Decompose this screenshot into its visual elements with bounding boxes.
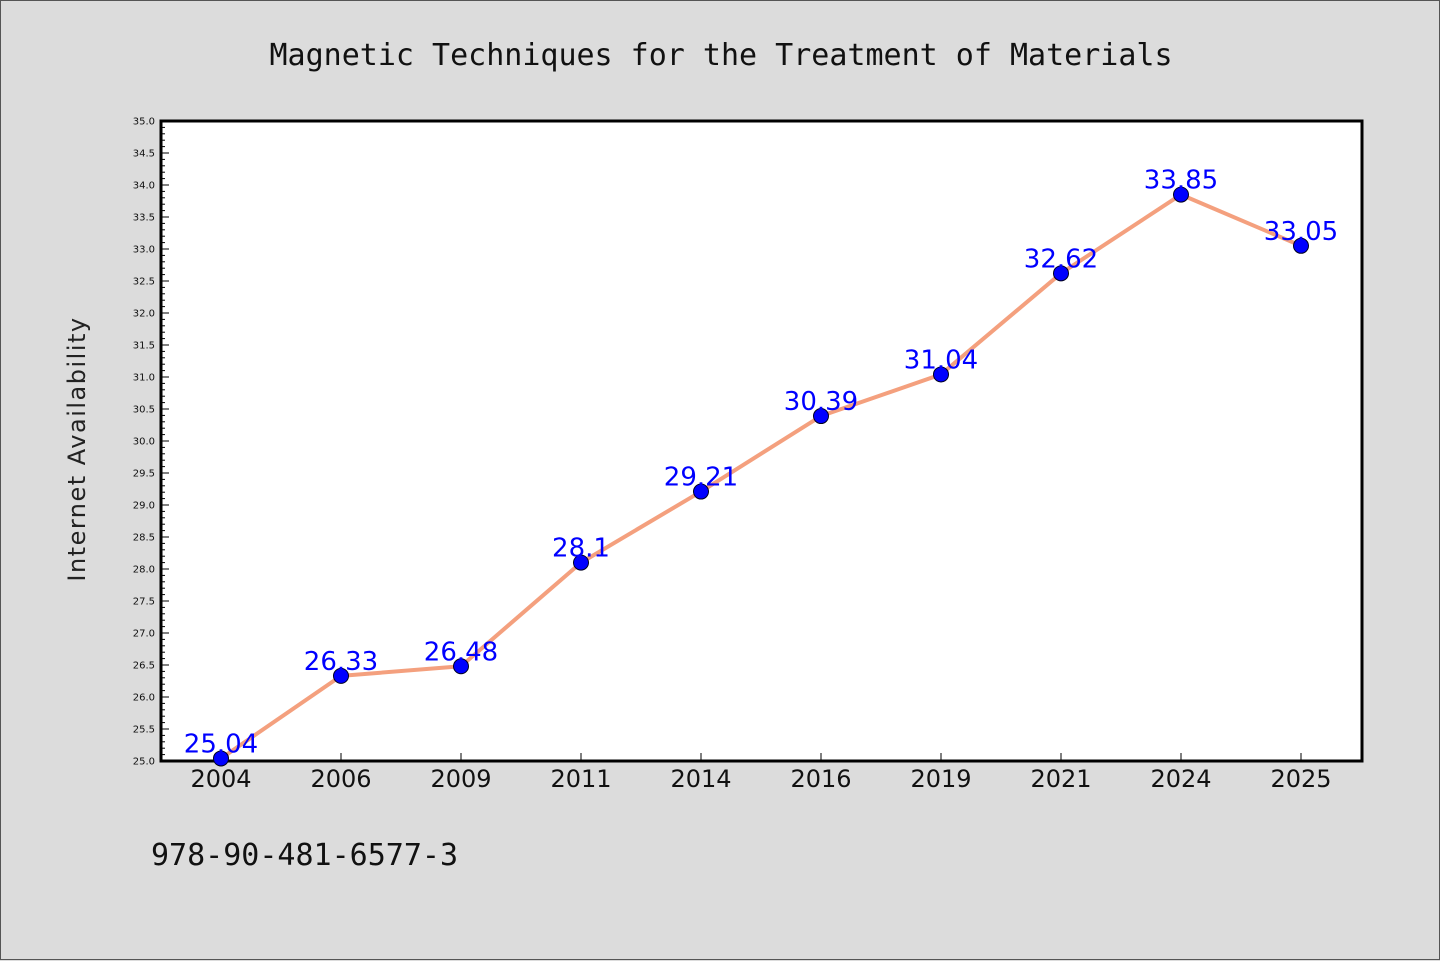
y-tick-label: 32.5 <box>133 277 155 288</box>
y-tick-label: 31.0 <box>133 373 155 384</box>
y-tick-label: 28.0 <box>133 565 155 576</box>
x-tick-label: 2021 <box>1030 765 1091 793</box>
data-label: 26.33 <box>304 647 378 677</box>
x-axis-ticks: 2004 2006 2009 2011 2014 2016 2019 2021 2024 2025 <box>190 753 1332 793</box>
data-point <box>1053 265 1069 282</box>
series-layer: 25.04 26.33 26.48 28.1 29.21 30.39 31.04 32.62 3… <box>184 166 1338 767</box>
x-tick-label: 2009 <box>430 765 491 793</box>
data-point <box>333 667 349 684</box>
data-label: 32.62 <box>1024 244 1098 274</box>
annotation-isbn: 978-90-481-6577-3 <box>151 838 458 873</box>
data-point <box>1173 186 1189 203</box>
data-point <box>933 366 949 383</box>
y-tick-label: 35.0 <box>133 117 155 128</box>
x-tick-label: 2004 <box>190 765 251 793</box>
x-tick-label: 2024 <box>1150 765 1211 793</box>
y-tick-label: 25.0 <box>133 757 155 768</box>
data-point <box>693 483 709 500</box>
x-tick-label: 2019 <box>910 765 971 793</box>
y-tick-label: 29.5 <box>133 469 155 480</box>
y-tick-label: 27.5 <box>133 597 155 608</box>
data-point <box>453 658 469 675</box>
x-tick-label: 2006 <box>310 765 371 793</box>
data-label: 25.04 <box>184 729 258 759</box>
y-tick-label: 33.0 <box>133 245 155 256</box>
data-label: 31.04 <box>904 345 978 375</box>
y-tick-label: 34.5 <box>133 149 155 160</box>
x-tick-label: 2014 <box>670 765 731 793</box>
data-label: 30.39 <box>784 387 858 417</box>
data-point <box>813 408 829 425</box>
y-tick-label: 33.5 <box>133 213 155 224</box>
data-point <box>573 554 589 571</box>
y-axis-ticks: 25.0 25.5 26.0 26.5 27.0 27.5 28.0 28.5 29.0 29.5… <box>133 117 169 768</box>
y-tick-label: 34.0 <box>133 181 155 192</box>
x-tick-label: 2025 <box>1270 765 1331 793</box>
x-tick-label: 2011 <box>550 765 611 793</box>
y-tick-label: 30.5 <box>133 405 155 416</box>
data-label: 33.85 <box>1144 166 1218 196</box>
data-point <box>1293 237 1309 254</box>
y-axis-label: Internet Availability <box>63 316 91 581</box>
data-label: 29.21 <box>664 463 738 493</box>
y-tick-label: 28.5 <box>133 533 155 544</box>
data-point <box>213 750 229 767</box>
y-tick-label: 26.5 <box>133 661 155 672</box>
y-tick-label: 31.5 <box>133 341 155 352</box>
data-label: 28.1 <box>552 534 610 564</box>
series-line <box>219 192 1302 761</box>
data-label: 26.48 <box>424 637 498 667</box>
x-tick-label: 2016 <box>790 765 851 793</box>
data-label: 33.05 <box>1264 217 1338 247</box>
y-tick-label: 30.0 <box>133 437 155 448</box>
y-tick-label: 27.0 <box>133 629 155 640</box>
y-tick-label: 26.0 <box>133 693 155 704</box>
plot-area <box>159 119 1364 763</box>
y-tick-label: 32.0 <box>133 309 155 320</box>
y-tick-label: 29.0 <box>133 501 155 512</box>
y-tick-label: 25.5 <box>133 725 155 736</box>
chart-title: Magnetic Techniques for the Treatment of… <box>269 38 1172 73</box>
